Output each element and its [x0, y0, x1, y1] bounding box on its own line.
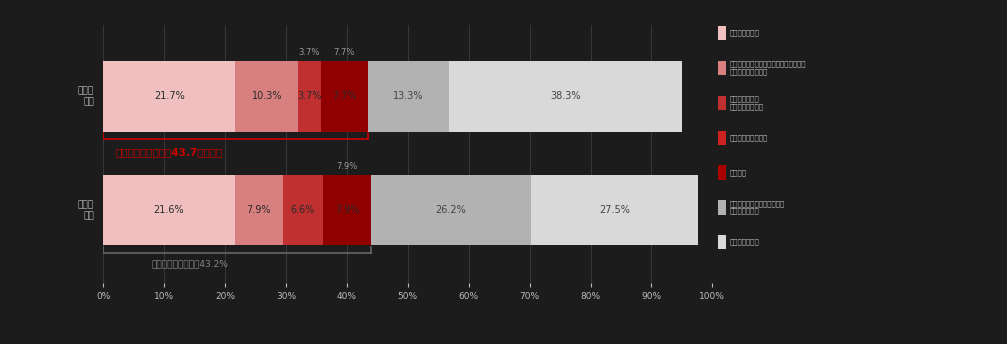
Text: 7.9%: 7.9% [335, 205, 359, 215]
Bar [372, 175, 531, 246]
Text: 被害経験あり｜平均43.7％在籍行: 被害経験あり｜平均43.7％在籍行 [116, 147, 223, 157]
Bar [104, 61, 236, 132]
Text: 3.7%: 3.7% [297, 91, 321, 101]
Bar [323, 175, 372, 246]
Bar [104, 175, 235, 246]
Bar [531, 175, 699, 246]
Text: ランサムウェア: ランサムウェア [729, 30, 759, 36]
Text: 3.7%: 3.7% [299, 48, 320, 57]
Text: （未回答含む）: （未回答含む） [729, 239, 759, 246]
Text: 成熟度
高位: 成熟度 高位 [78, 86, 94, 106]
FancyBboxPatch shape [718, 61, 726, 75]
Text: 被害なし（わからない含む）
（未回答含む）: 被害なし（わからない含む） （未回答含む） [729, 200, 784, 214]
Bar [449, 61, 682, 132]
Text: 21.6%: 21.6% [154, 205, 184, 215]
Bar [235, 175, 283, 246]
Text: 内部不正: 内部不正 [729, 169, 746, 176]
Text: 10.3%: 10.3% [252, 91, 282, 101]
Text: 成熟度
低位: 成熟度 低位 [78, 200, 94, 220]
Text: 被害経験あり｜平均43.2%: 被害経験あり｜平均43.2% [152, 259, 229, 268]
Text: 7.7%: 7.7% [332, 91, 356, 101]
Text: 26.2%: 26.2% [436, 205, 466, 215]
Bar [368, 61, 449, 132]
FancyBboxPatch shape [718, 200, 726, 215]
FancyBboxPatch shape [718, 131, 726, 145]
Text: 13.3%: 13.3% [393, 91, 423, 101]
FancyBboxPatch shape [718, 235, 726, 249]
Text: 7.9%: 7.9% [336, 162, 357, 171]
Text: 21.7%: 21.7% [154, 91, 184, 101]
FancyBboxPatch shape [718, 165, 726, 180]
Text: 7.7%: 7.7% [333, 48, 354, 57]
Text: 6.6%: 6.6% [291, 205, 315, 215]
FancyBboxPatch shape [718, 26, 726, 40]
Text: その他不正アクセス: その他不正アクセス [729, 134, 767, 141]
Bar [283, 175, 323, 246]
Text: 38.3%: 38.3% [550, 91, 580, 101]
FancyBboxPatch shape [718, 96, 726, 110]
Bar [236, 61, 298, 132]
Text: 標的型メール攻撃（不正アクセス含む）
ビジネスメール詐欺: 標的型メール攻撃（不正アクセス含む） ビジネスメール詐欺 [729, 61, 806, 75]
Text: マルウェア感染
（ランサム以外）: マルウェア感染 （ランサム以外） [729, 96, 763, 110]
Bar [320, 61, 368, 132]
Text: 27.5%: 27.5% [599, 205, 630, 215]
Bar [298, 61, 320, 132]
Text: 7.9%: 7.9% [247, 205, 271, 215]
